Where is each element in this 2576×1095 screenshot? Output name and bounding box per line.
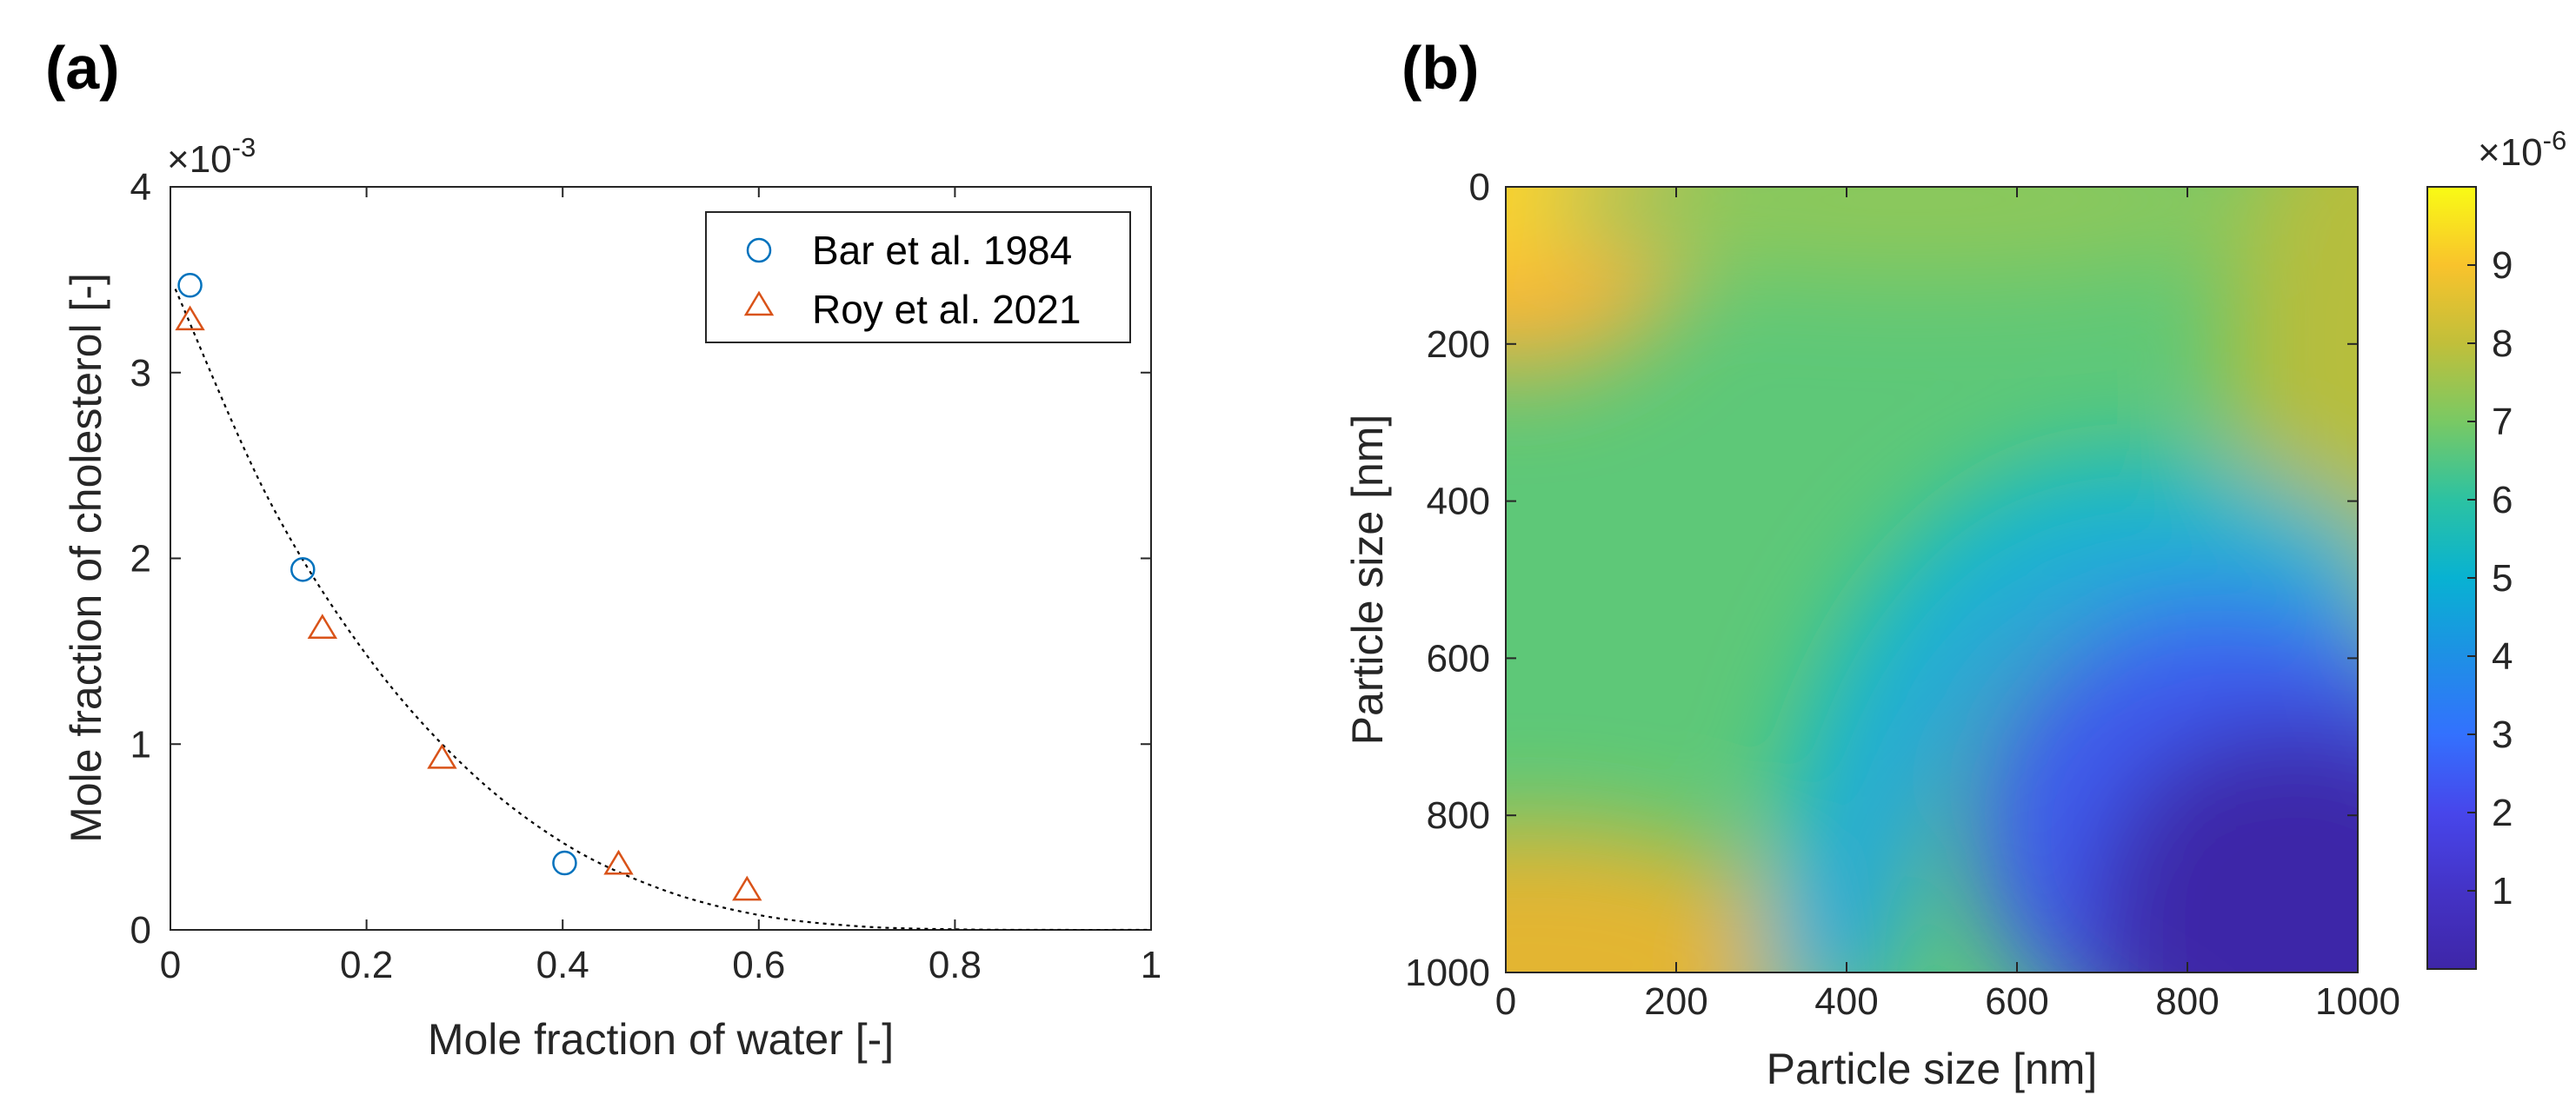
legend-label-bar: Bar et al. 1984 <box>812 228 1072 273</box>
x-tick-label-a: 0.6 <box>732 944 785 986</box>
data-point-bar <box>290 557 316 582</box>
colorbar-tick-label: 3 <box>2492 713 2513 756</box>
legend-box <box>705 211 1131 343</box>
y-tick-label-b: 0 <box>1469 166 1490 209</box>
legend-marker-bar <box>746 237 772 263</box>
panel-label-b: (b) <box>1401 34 1479 102</box>
chart-b: 0 200 400 600 800 1000 0 200 400 600 800 1000 Part… <box>1343 125 2566 1093</box>
x-tick-label-a: 0 <box>160 944 181 986</box>
data-point-bar <box>177 273 203 298</box>
colorbar-ticks: 1 2 3 4 5 6 7 8 9 <box>2467 244 2513 912</box>
data-point-roy <box>732 875 762 901</box>
x-axis-label-b: Particle size [nm] <box>1767 1045 2098 1093</box>
legend-a: Bar et al. 1984 Roy et al. 2021 <box>705 211 1131 343</box>
colorbar-tick-label: 9 <box>2492 244 2513 287</box>
legend-marker-roy <box>743 290 775 316</box>
x-tick-label-b: 200 <box>1644 980 1707 1023</box>
data-point-roy <box>307 614 338 639</box>
y-tick-label-a: 3 <box>130 352 151 395</box>
x-axis-b: 0 200 400 600 800 1000 <box>1495 187 2400 1023</box>
colorbar-tick-label: 2 <box>2492 792 2513 834</box>
fit-curve <box>174 289 1151 930</box>
y-tick-label-b: 1000 <box>1405 952 1490 994</box>
x-tick-label-a: 0.2 <box>340 944 393 986</box>
colorbar-tick-label: 1 <box>2492 870 2513 912</box>
colorbar-tick-label: 8 <box>2492 322 2513 365</box>
y-axis-b: 0 200 400 600 800 1000 <box>1405 166 2358 994</box>
colorbar-tick-label: 4 <box>2492 635 2513 678</box>
data-point-roy <box>175 305 205 331</box>
x-axis-a: 0 0.2 0.4 0.6 0.8 1 <box>160 187 1162 986</box>
x-tick-label-a: 0.4 <box>536 944 589 986</box>
colorbar-exponent: ×10-6 <box>2478 125 2566 174</box>
y-tick-label-a: 0 <box>130 909 151 952</box>
data-point-roy <box>603 849 634 875</box>
y-tick-label-a: 2 <box>130 538 151 581</box>
y-exponent-a: ×10-3 <box>167 132 256 181</box>
y-axis-label-b: Particle size [nm] <box>1343 415 1392 746</box>
plot-area-b <box>1505 186 2359 973</box>
colorbar-tick-label: 5 <box>2492 557 2513 600</box>
panel-label-a: (a) <box>45 34 120 102</box>
x-axis-label-a: Mole fraction of water [-] <box>428 1015 894 1064</box>
colorbar: 1 2 3 4 5 6 7 8 9 ×10-6 <box>2426 125 2566 970</box>
y-tick-label-b: 800 <box>1427 794 1490 837</box>
data-point-bar <box>552 850 577 876</box>
x-tick-label-a: 0.8 <box>929 944 982 986</box>
x-tick-label-a: 1 <box>1141 944 1162 986</box>
y-tick-label-b: 400 <box>1427 481 1490 523</box>
legend-label-roy: Roy et al. 2021 <box>812 287 1081 332</box>
x-tick-label-b: 800 <box>2155 980 2219 1023</box>
data-points-a <box>175 273 762 901</box>
heatmap <box>1506 187 2358 972</box>
y-axis-a: 0 1 2 3 4 <box>130 166 1151 952</box>
y-tick-label-b: 600 <box>1427 637 1490 680</box>
y-tick-label-b: 200 <box>1427 323 1490 366</box>
x-tick-label-b: 0 <box>1495 980 1516 1023</box>
colorbar-tick-label: 6 <box>2492 479 2513 521</box>
x-tick-label-b: 400 <box>1814 980 1878 1023</box>
x-tick-label-b: 1000 <box>2315 980 2400 1023</box>
y-tick-label-a: 4 <box>130 166 151 209</box>
y-tick-label-a: 1 <box>130 723 151 766</box>
colorbar-tick-label: 7 <box>2492 401 2513 443</box>
data-point-roy <box>427 743 457 769</box>
y-axis-label-a: Mole fraction of cholesterol [-] <box>62 273 110 843</box>
x-tick-label-b: 600 <box>1985 980 2048 1023</box>
chart-a: 0 0.2 0.4 0.6 0.8 1 0 1 2 3 4 ×10-3 Mole fraction… <box>62 132 1162 1064</box>
